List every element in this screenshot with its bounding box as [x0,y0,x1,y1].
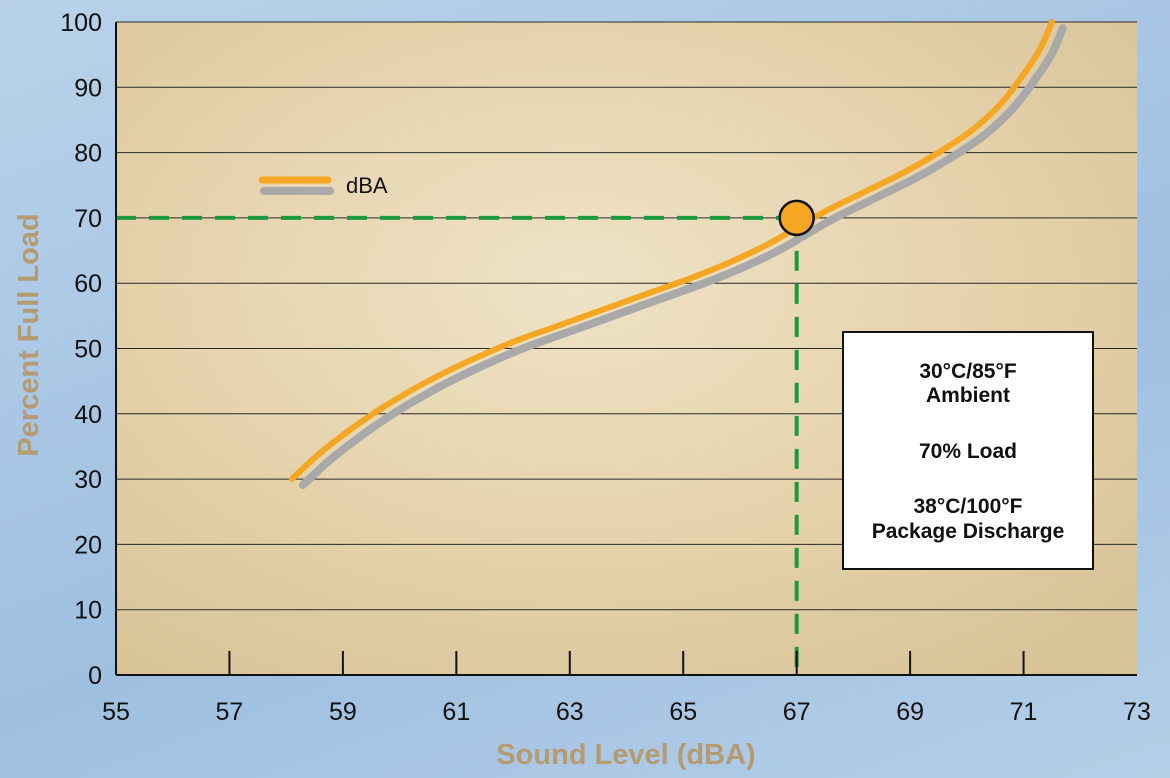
y-tick-label-40: 40 [74,401,102,429]
y-tick-label-10: 10 [74,597,102,625]
y-tick-label-90: 90 [74,74,102,102]
reference-lines [116,215,799,675]
x-tick-label-67: 67 [783,698,811,726]
marker-layer [778,199,815,237]
x-tick-label-63: 63 [556,698,584,726]
x-tick-label-59: 59 [329,698,357,726]
y-axis-ticks: 0 10 20 30 40 50 60 70 80 90 100 [60,9,102,690]
y-tick-label-0: 0 [88,662,102,690]
x-tick-label-73: 73 [1123,698,1151,726]
series-line-shadow-0 [298,24,1067,490]
x-tick-label-71: 71 [1010,698,1038,726]
annotation-box: 30°C/85°F Ambient 70% Load 38°C/100°F Pa… [842,331,1094,570]
y-tick-label-70: 70 [74,205,102,233]
x-tick-label-55: 55 [102,698,130,726]
y-tick-label-50: 50 [74,336,102,364]
x-axis-ticks: 55 57 59 61 63 65 67 69 71 73 [102,651,1151,726]
x-tick-label-57: 57 [216,698,244,726]
x-tick-label-69: 69 [896,698,924,726]
y-tick-label-80: 80 [74,140,102,168]
annotation-line-2: Ambient [926,384,1010,407]
y-axis-title: Percent Full Load [13,213,45,456]
y-tick-label-30: 30 [74,466,102,494]
annotation-line-5: Package Discharge [872,520,1065,543]
x-tick-label-61: 61 [442,698,470,726]
marker-point [778,199,815,237]
annotation-frame [842,331,1094,570]
annotation-line-4: 38°C/100°F [913,495,1022,518]
series-line-0 [288,19,1055,483]
annotation-line-1: 30°C/85°F [919,360,1017,383]
y-tick-label-60: 60 [74,270,102,298]
annotation-line-3: 70% Load [919,440,1017,463]
y-tick-label-20: 20 [74,531,102,559]
series-group [288,19,1067,490]
grid-lines [116,21,1137,611]
legend: dBA [258,173,388,198]
x-tick-label-65: 65 [669,698,697,726]
y-tick-label-100: 100 [60,9,102,37]
legend-label: dBA [346,173,388,198]
x-axis-title: Sound Level (dBA) [496,739,755,771]
